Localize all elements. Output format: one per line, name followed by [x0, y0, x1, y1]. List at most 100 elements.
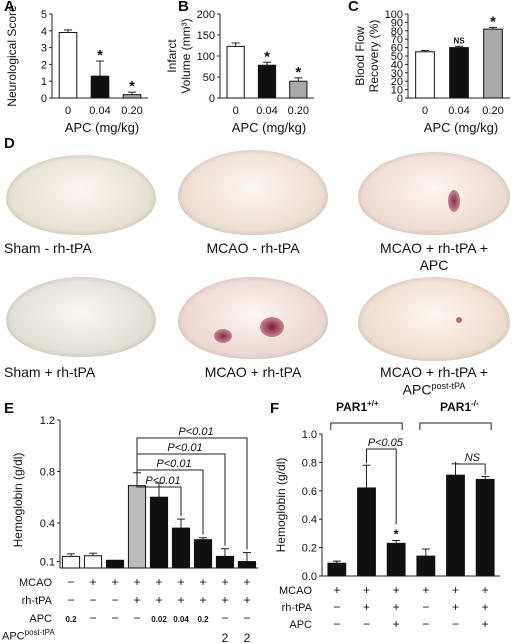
row-cell-E-1-2: − [111, 593, 118, 607]
row-cell-E-0-8: + [243, 575, 250, 589]
row-cell-E-1-3: + [133, 593, 140, 607]
x-tick-label-C: 0.04 [448, 105, 469, 117]
lesion-mark [456, 317, 462, 323]
sig-mark-A-1: * [97, 47, 103, 64]
par1-ko-main: PAR1 [440, 400, 472, 414]
row-cell-F-2-2: + [393, 617, 400, 631]
x-axis-title-B: APC (mg/kg) [232, 120, 306, 135]
par1-ko-sup: -/- [471, 399, 479, 408]
y-tick-label-C: 100 [385, 9, 403, 21]
y-tick-label-C: 70 [391, 34, 403, 46]
y-tick-label-E: 0.1 [40, 557, 55, 569]
lesion-mark [448, 190, 460, 212]
caption-post-tpa-sup: post-tPA [431, 381, 466, 391]
apc-post-main: APC [2, 630, 25, 643]
y-tick-label-A: 5 [41, 9, 47, 21]
row-cell-E-2-8: − [243, 611, 250, 625]
bar-F-2 [386, 542, 406, 577]
row-cell-F-1-2: + [393, 600, 400, 614]
x-tick-label-A: 0.20 [121, 105, 142, 117]
x-tick-label-B: 0.04 [256, 105, 277, 117]
caption-mcao-tpa-apc-line2: APC [419, 257, 449, 273]
y-axis-title-line2-B: Volume (mm³) [179, 18, 193, 93]
significance-bracket-F-0 [366, 448, 397, 525]
bar-C-0 [415, 51, 435, 99]
row-cell-F-1-5: + [482, 600, 489, 614]
panel-label-f: F [270, 400, 280, 417]
lesion-mark [214, 329, 232, 343]
group-bracket-par1-ko [419, 422, 492, 430]
brain-mcao-tpa-apc-post [358, 277, 510, 361]
caption-apc: APC [402, 381, 432, 398]
significance-bracket-E-2 [136, 469, 204, 535]
y-tick-label-C: 60 [391, 43, 403, 55]
y-tick-label-F: 0.8 [302, 457, 317, 469]
row-cell-F-2-1: − [363, 617, 370, 631]
bar-E-1 [83, 555, 103, 569]
row-cell-E-1-8: + [243, 593, 250, 607]
bar-B-2 [289, 80, 308, 99]
brain-mcao-minus-tpa [178, 150, 328, 235]
bar-E-2 [105, 559, 125, 569]
row-cell-F-2-0: − [333, 617, 340, 631]
y-tick-label-F: 0.2 [302, 543, 317, 555]
brain-sham-minus-tpa [6, 155, 156, 235]
row-cell-E-3-7: 2 [222, 631, 229, 644]
p-value-label-E-0: P<0.01 [178, 426, 213, 438]
row-cell-F-0-5: + [482, 583, 489, 597]
bar-A-0 [58, 31, 78, 99]
caption-sham-plus-tpa: Sham + rh-tPA [4, 364, 96, 380]
y-axis-title-F: Hemoglobin (g/dl) [274, 458, 288, 553]
y-tick-label-C: 80 [391, 26, 403, 38]
y-tick-label-F: 0.0 [302, 571, 317, 583]
significance-bracket-E-1 [136, 453, 226, 546]
p-value-label-E-1: P<0.01 [167, 442, 202, 454]
y-tick-label-F: 0.4 [302, 514, 317, 526]
row-label-E-1: rh-tPA [22, 595, 53, 607]
row-cell-F-1-3: − [422, 600, 429, 614]
row-cell-F-2-4: − [452, 617, 459, 631]
y-tick-label-C: 50 [391, 51, 403, 63]
bar-C-1 [449, 47, 469, 99]
row-cell-E-1-6: + [199, 593, 206, 607]
row-cell-F-1-4: + [452, 600, 459, 614]
caption-mcao-plus-tpa: MCAO + rh-tPA [204, 364, 302, 380]
p-value-label-F-0: P<0.05 [368, 437, 404, 449]
sig-mark-B-1: * [264, 48, 270, 65]
sig-mark-F-2: * [394, 527, 400, 542]
bar-F-4 [446, 474, 465, 577]
x-tick-label-C: 0.20 [482, 105, 503, 117]
significance-bracket-F-1 [455, 461, 486, 475]
bar-A-2 [122, 94, 142, 99]
row-cell-E-1-5: + [177, 593, 184, 607]
bar-E-8 [237, 561, 257, 569]
panel-label-d: D [4, 135, 15, 152]
caption-mcao-minus-tpa: MCAO - rh-tPA [206, 240, 300, 256]
y-tick-label-A: 0 [41, 93, 47, 105]
row-cell-E-0-7: + [221, 575, 228, 589]
apc-post-sup: post-tPA [24, 628, 55, 637]
row-cell-E-0-5: + [177, 575, 184, 589]
y-tick-label-E: 1.2 [40, 415, 55, 427]
x-tick-label-A: 0 [65, 105, 71, 117]
par1-wt-sup: +/+ [367, 399, 379, 408]
y-axis-title-E: Hemoglobin (g/dl) [11, 453, 25, 548]
row-cell-E-0-1: + [89, 575, 96, 589]
y-tick-label-C: 10 [391, 85, 403, 97]
bar-E-3 [127, 485, 147, 569]
bar-F-0 [327, 562, 347, 577]
row-cell-E-2-0: 0.2 [65, 615, 77, 624]
row-label-F-2: APC [289, 619, 312, 631]
row-cell-E-1-1: − [89, 593, 96, 607]
p-value-label-E-2: P<0.01 [156, 458, 191, 470]
x-tick-label-B: 0 [233, 105, 239, 117]
row-label-E-2: APC [29, 613, 52, 625]
row-cell-E-1-4: + [155, 593, 162, 607]
row-cell-E-0-3: + [133, 575, 140, 589]
y-tick-label-A: 4 [41, 26, 47, 38]
y-tick-label-E: 0.8 [40, 466, 55, 478]
row-label-F-0: MCAO [279, 585, 312, 597]
sig-mark-B-2: * [295, 64, 301, 81]
y-tick-label-A: 3 [41, 43, 47, 55]
